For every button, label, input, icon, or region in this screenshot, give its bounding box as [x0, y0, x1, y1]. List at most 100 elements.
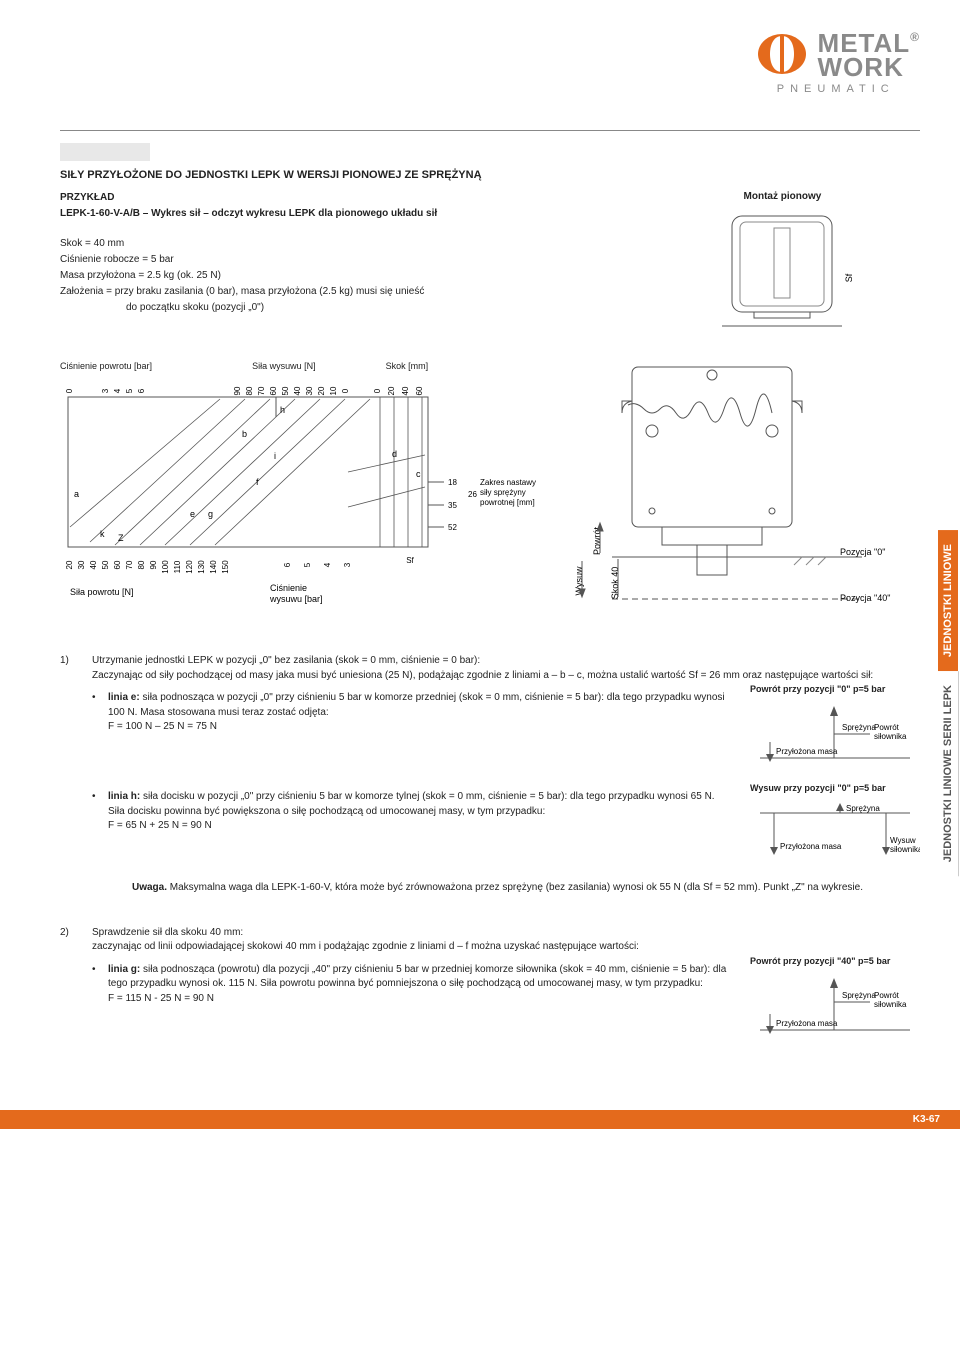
mount-diagram: Montaż pionowy Sf	[645, 191, 920, 341]
title-band	[60, 143, 150, 161]
svg-text:e: e	[190, 509, 195, 519]
svg-text:60: 60	[113, 560, 122, 569]
svg-text:wysuwu [bar]: wysuwu [bar]	[269, 594, 323, 604]
item2-head: Sprawdzenie sił dla skoku 40 mm:	[92, 926, 920, 941]
svg-text:k: k	[100, 529, 105, 539]
svg-text:siłownika: siłownika	[874, 1000, 907, 1009]
svg-text:40: 40	[89, 560, 98, 569]
svg-text:70: 70	[125, 560, 134, 569]
svg-text:4: 4	[113, 388, 122, 393]
svg-text:Ciśnienie: Ciśnienie	[270, 583, 307, 593]
svg-text:Pozycja "40": Pozycja "40"	[840, 593, 890, 603]
svg-text:90: 90	[149, 560, 158, 569]
list-num-1: 1)	[60, 654, 74, 908]
example-intro: PRZYKŁAD LEPK-1-60-V-A/B – Wykres sił – …	[60, 191, 610, 341]
svg-text:50: 50	[101, 560, 110, 569]
svg-text:40: 40	[401, 386, 410, 395]
side-tabs: JEDNOSTKI LINIOWE JEDNOSTKI LINIOWE SERI…	[936, 530, 960, 876]
svg-text:60: 60	[269, 386, 278, 395]
svg-text:h: h	[280, 405, 285, 415]
list-num-2: 2)	[60, 926, 74, 1042]
item2-p1: zaczynając od linii odpowiadającej skoko…	[92, 940, 920, 955]
svg-text:150: 150	[221, 560, 230, 574]
bullet-h: linia h: siła docisku w pozycji „0" przy…	[108, 790, 730, 834]
svg-text:70: 70	[257, 386, 266, 395]
svg-text:3: 3	[343, 562, 352, 567]
svg-text:Pozycja "0": Pozycja "0"	[840, 547, 885, 557]
svg-text:100: 100	[161, 560, 170, 574]
bullet-e: linia e: siła podnosząca w pozycji „0" p…	[108, 691, 730, 735]
svg-text:d: d	[392, 449, 397, 459]
item1-p1: Zaczynając od siły pochodzącej od masy j…	[92, 669, 920, 684]
svg-text:Siła powrotu [N]: Siła powrotu [N]	[70, 587, 134, 597]
logo-text: METAL® WORK	[818, 32, 920, 79]
svg-text:Przyłożona masa: Przyłożona masa	[776, 747, 838, 756]
svg-text:60: 60	[415, 386, 424, 395]
svg-text:Wysuw: Wysuw	[890, 836, 916, 845]
svg-text:Sprężyna: Sprężyna	[842, 723, 876, 732]
svg-text:80: 80	[245, 386, 254, 395]
logo-subtitle: PNEUMATIC	[752, 83, 920, 95]
logo-icon	[752, 30, 812, 81]
svg-text:siłownika: siłownika	[874, 732, 907, 741]
svg-text:a: a	[74, 489, 79, 499]
note: Uwaga. Maksymalna waga dla LEPK-1-60-V, …	[132, 881, 920, 896]
svg-text:siłownika: siłownika	[890, 845, 920, 854]
brand-logo: METAL® WORK PNEUMATIC	[752, 30, 920, 95]
force-diagram-3: Powrót przy pozycji "40" p=5 bar Sprężyn…	[750, 955, 920, 1042]
svg-text:4: 4	[323, 562, 332, 567]
svg-text:0: 0	[373, 388, 382, 393]
force-chart: Ciśnienie powrotu [bar] Siła wysuwu [N] …	[60, 361, 542, 624]
svg-text:0: 0	[341, 388, 350, 393]
tab-orange: JEDNOSTKI LINIOWE	[938, 530, 958, 671]
svg-text:20: 20	[65, 560, 74, 569]
svg-text:c: c	[416, 469, 421, 479]
svg-text:Powrót: Powrót	[874, 991, 900, 1000]
svg-text:Przyłożona masa: Przyłożona masa	[776, 1019, 838, 1028]
svg-text:5: 5	[303, 562, 312, 567]
force-diagram-2: Wysuw przy pozycji "0" p=5 bar Sprężyna …	[750, 782, 920, 869]
svg-text:6: 6	[283, 562, 292, 567]
page-footer: K3-67	[0, 1110, 960, 1129]
svg-text:26: 26	[468, 490, 477, 499]
svg-text:Sf: Sf	[406, 556, 414, 565]
tab-white: JEDNOSTKI LINIOWE SERII LEPK	[938, 671, 959, 876]
svg-text:35: 35	[448, 501, 457, 510]
svg-text:5: 5	[125, 388, 134, 393]
svg-text:g: g	[208, 509, 213, 519]
svg-text:Powrót: Powrót	[874, 723, 900, 732]
svg-text:52: 52	[448, 523, 457, 532]
svg-text:50: 50	[281, 386, 290, 395]
svg-text:6: 6	[137, 388, 146, 393]
force-diagram-1: Powrót przy pozycji "0" p=5 bar Sprężyna…	[750, 683, 920, 770]
bullet-g: linia g: siła podnosząca (powrotu) dla p…	[108, 963, 730, 1007]
svg-text:120: 120	[185, 560, 194, 574]
svg-text:Przyłożona masa: Przyłożona masa	[780, 842, 842, 851]
svg-text:i: i	[274, 451, 276, 461]
svg-text:110: 110	[173, 560, 182, 573]
svg-text:Zakres nastawy siły: Zakres nastawy siły sprężyny powrotnej […	[480, 478, 538, 507]
svg-text:Sprężyna: Sprężyna	[846, 804, 880, 813]
svg-text:18: 18	[448, 478, 457, 487]
svg-text:130: 130	[197, 560, 206, 574]
svg-text:0: 0	[65, 388, 74, 393]
svg-text:Sf: Sf	[844, 273, 854, 282]
svg-text:3: 3	[101, 388, 110, 393]
section-title: SIŁY PRZYŁOŻONE DO JEDNOSTKI LEPK W WERS…	[60, 169, 920, 181]
svg-text:80: 80	[137, 560, 146, 569]
svg-text:30: 30	[305, 386, 314, 395]
svg-text:30: 30	[77, 560, 86, 569]
svg-text:20: 20	[387, 386, 396, 395]
top-divider	[60, 130, 920, 131]
svg-text:Sprężyna: Sprężyna	[842, 991, 876, 1000]
svg-text:90: 90	[233, 386, 242, 395]
item1-head: Utrzymanie jednostki LEPK w pozycji „0" …	[92, 654, 920, 669]
svg-text:f: f	[256, 477, 259, 487]
mechanical-drawing: Pozycja "0" Pozycja "40" Powrót Wysuw Sk…	[562, 361, 940, 624]
svg-text:40: 40	[293, 386, 302, 395]
svg-text:20: 20	[317, 386, 326, 395]
svg-text:Z: Z	[118, 533, 124, 543]
svg-text:b: b	[242, 429, 247, 439]
svg-text:10: 10	[329, 386, 338, 395]
svg-text:140: 140	[209, 560, 218, 574]
